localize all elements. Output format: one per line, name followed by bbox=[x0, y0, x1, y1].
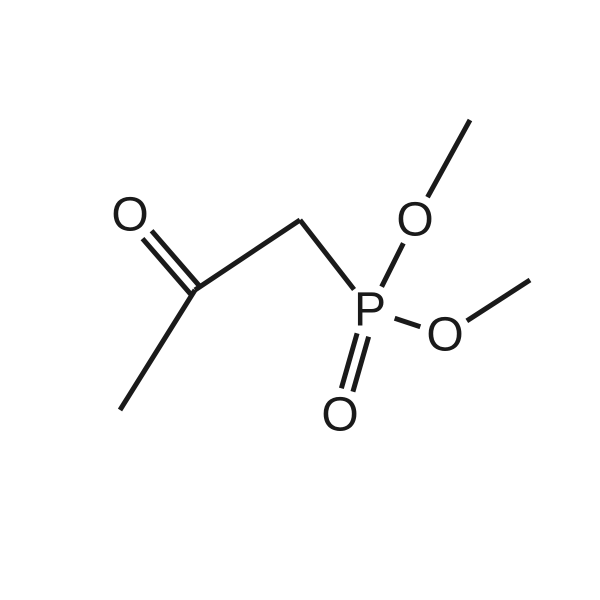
atom-label-p: P bbox=[354, 284, 386, 337]
atom-label-o: O bbox=[426, 309, 463, 362]
atom-label-o: O bbox=[396, 194, 433, 247]
bond-line bbox=[428, 120, 470, 197]
bond-line bbox=[120, 290, 195, 410]
bond-line bbox=[395, 318, 421, 327]
bond-line bbox=[382, 243, 404, 286]
molecule-diagram: OPOOO bbox=[0, 0, 600, 600]
atom-label-o: O bbox=[321, 389, 358, 442]
bond-line bbox=[195, 220, 300, 290]
bond-line bbox=[300, 220, 354, 289]
atom-label-o: O bbox=[111, 189, 148, 242]
bond-line bbox=[467, 280, 530, 321]
